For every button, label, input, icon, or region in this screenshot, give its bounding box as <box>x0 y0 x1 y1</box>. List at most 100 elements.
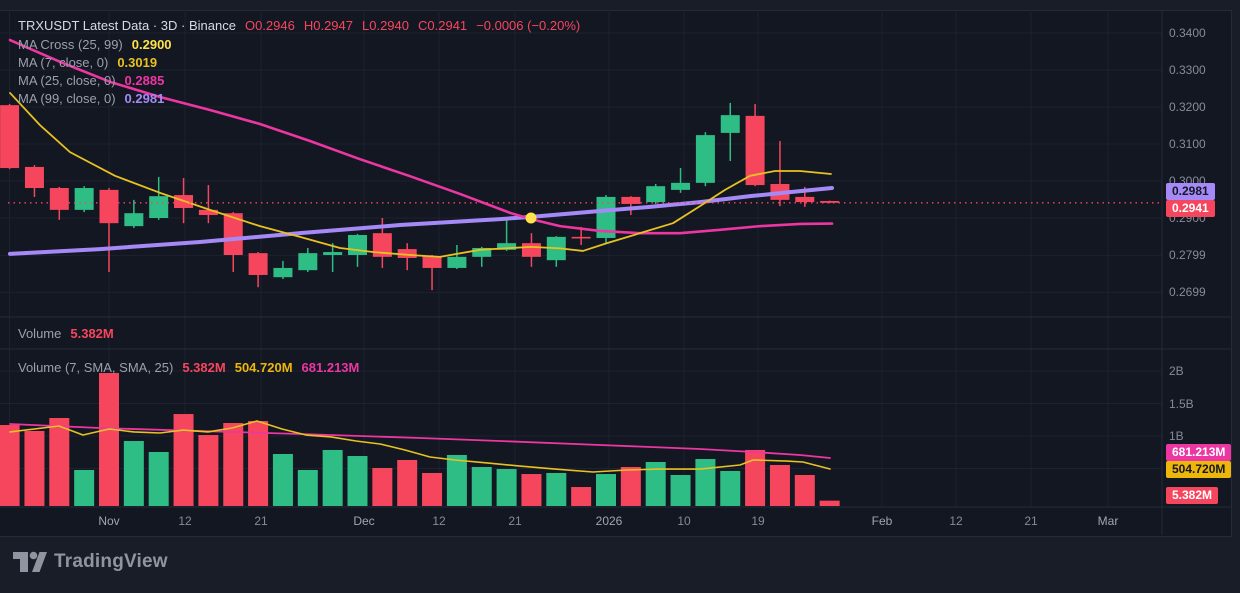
ohlc-open: O0.2946 <box>244 18 295 33</box>
candle <box>447 245 467 270</box>
volume-sma7-line <box>9 420 831 473</box>
price-axis-label: 0.2699 <box>1169 285 1206 300</box>
volume-bar <box>0 425 20 506</box>
candle <box>497 218 517 251</box>
volume-sma7-value: 504.720M <box>234 360 293 375</box>
candle <box>99 188 119 273</box>
price-pane <box>0 38 1162 291</box>
volume-bar <box>471 467 492 506</box>
ohlc-close: C0.2941 <box>418 18 468 33</box>
volume-pane-legend[interactable]: Volume 5.382M <box>18 326 114 341</box>
volume-bar <box>272 454 293 506</box>
volume-bar <box>49 417 70 506</box>
ohlc-change: −0.0006 (−0.20%) <box>476 18 581 33</box>
indicator-value: 0.2900 <box>131 37 172 52</box>
volume-bar <box>596 474 616 506</box>
pane-dividers <box>0 10 1231 535</box>
ohlc-high: H0.2947 <box>303 18 353 33</box>
time-axis-tick: Mar <box>1097 514 1119 528</box>
volume-value: 5.382M <box>70 326 114 341</box>
volume-sma-value-current: 5.382M <box>182 360 226 375</box>
time-axis-tick: 2026 <box>595 514 623 528</box>
price-axis-badge: 0.2941 <box>1166 200 1215 217</box>
indicator-label: MA (25, close, 0) <box>18 73 116 88</box>
volume-bar <box>173 414 194 506</box>
volume-bar <box>521 474 542 506</box>
time-axis-tick: 19 <box>751 514 765 528</box>
indicator-value: 0.3019 <box>117 55 158 70</box>
ma25-line <box>8 38 834 235</box>
tradingview-logo-text: TradingView <box>54 551 168 572</box>
ma7-line <box>9 92 832 258</box>
candle <box>74 186 94 213</box>
indicator-label: MA Cross (25, 99) <box>18 37 123 52</box>
candle <box>671 168 691 193</box>
volume-axis-badge: 5.382M <box>1166 487 1219 504</box>
time-axis-tick: Dec <box>353 514 375 528</box>
time-axis-tick: Feb <box>871 514 893 528</box>
time-axis-tick: 21 <box>1024 514 1038 528</box>
candle <box>621 196 641 216</box>
volume-bar <box>571 487 592 506</box>
volume-bar <box>745 449 766 506</box>
volume-bar <box>123 441 144 506</box>
volume-bar <box>422 472 443 506</box>
indicator-value: 0.2885 <box>124 73 165 88</box>
indicator-legend-ma25[interactable]: MA (25, close, 0) 0.2885 <box>18 73 164 88</box>
candle <box>124 199 144 228</box>
volume-sma25-line <box>9 423 831 459</box>
volume-bar <box>397 459 418 506</box>
indicator-legend-ma-cross[interactable]: MA Cross (25, 99) 0.2900 <box>18 37 172 52</box>
volume-bar <box>297 469 318 506</box>
volume-bar <box>99 373 119 506</box>
volume-axis-badge: 504.720M <box>1166 461 1232 478</box>
volume-bar <box>74 469 95 506</box>
volume-pane <box>0 373 840 506</box>
volume-bar <box>322 449 343 506</box>
chart-pane-surface[interactable] <box>0 10 1162 507</box>
price-axis-label: 0.3400 <box>1169 26 1206 40</box>
time-axis-tick: Nov <box>98 514 120 528</box>
tradingview-logo-icon <box>13 551 47 572</box>
indicator-legend-ma99[interactable]: MA (99, close, 0) 0.2981 <box>18 91 164 106</box>
candle <box>695 132 715 187</box>
price-axis-badge: 0.2981 <box>1166 183 1215 200</box>
indicator-label: MA (7, close, 0) <box>18 55 109 70</box>
candle <box>397 243 417 271</box>
candle <box>646 183 666 204</box>
volume-label: Volume <box>18 326 62 341</box>
volume-bar <box>496 469 517 506</box>
tradingview-logo[interactable]: TradingView <box>12 548 168 576</box>
time-axis-tick: 10 <box>677 514 691 528</box>
volume-bar <box>819 500 840 506</box>
time-axis-tick: 12 <box>432 514 446 528</box>
volume-axis-label: 1B <box>1169 429 1184 443</box>
volume-bar <box>794 475 815 506</box>
indicator-legend-ma7[interactable]: MA (7, close, 0) 0.3019 <box>18 55 157 70</box>
symbol-legend-row[interactable]: TRXUSDT Latest Data · 3D · Binance O0.29… <box>18 18 580 33</box>
candle <box>248 252 268 288</box>
volume-bar <box>546 472 567 506</box>
indicator-value: 0.2981 <box>124 91 165 106</box>
volume-sma25-value: 681.213M <box>301 360 360 375</box>
candle <box>273 260 293 280</box>
volume-bar <box>198 435 219 506</box>
candle <box>298 247 318 273</box>
price-axis-label: 0.3300 <box>1169 63 1206 77</box>
price-axis-label: 0.3200 <box>1169 100 1206 114</box>
volume-bar <box>620 467 641 506</box>
time-axis-tick: 12 <box>178 514 192 528</box>
volume-sma-legend[interactable]: Volume (7, SMA, SMA, 25) 5.382M 504.720M… <box>18 360 359 375</box>
candle <box>49 186 69 220</box>
indicator-label: MA (99, close, 0) <box>18 91 116 106</box>
symbol-title: TRXUSDT Latest Data · 3D · Binance <box>18 18 236 33</box>
candle <box>198 185 218 224</box>
volume-bar <box>670 475 691 506</box>
time-axis-tick: 12 <box>949 514 963 528</box>
candle <box>596 195 616 244</box>
volume-bar <box>372 467 393 506</box>
candle <box>149 176 169 220</box>
volume-axis-badge: 681.213M <box>1166 444 1232 461</box>
